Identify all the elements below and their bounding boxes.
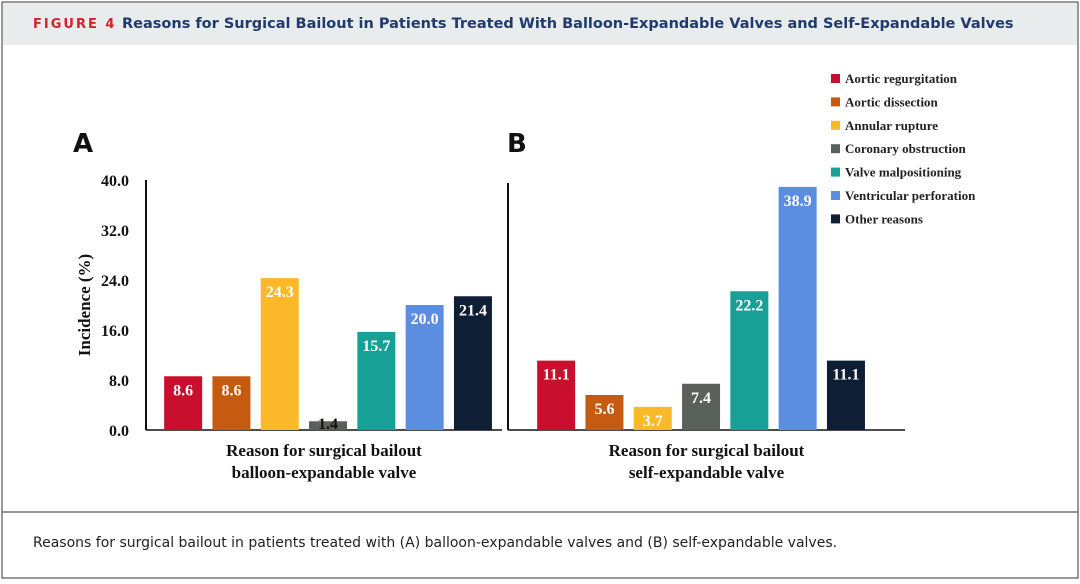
- value-label: 3.7: [643, 413, 663, 430]
- figure-title: Reasons for Surgical Bailout in Patients…: [122, 16, 1014, 32]
- y-tick-label: 8.0: [109, 373, 129, 390]
- legend-label: Valve malpositioning: [845, 165, 962, 180]
- bar: [405, 305, 444, 430]
- value-label: 1.4: [318, 416, 338, 433]
- bar: [212, 376, 251, 430]
- legend-label: Annular rupture: [845, 118, 938, 133]
- bar: [537, 360, 576, 430]
- x-axis-label: Reason for surgical bailout: [226, 441, 422, 460]
- y-tick-label: 32.0: [101, 223, 129, 240]
- value-label: 8.6: [173, 382, 193, 399]
- bar: [309, 421, 348, 430]
- caption: Reasons for surgical bailout in patients…: [33, 535, 837, 551]
- legend-swatch: [831, 214, 840, 224]
- value-label: 15.7: [362, 338, 390, 355]
- y-tick-label: 24.0: [101, 273, 129, 290]
- bar: [164, 376, 203, 430]
- legend-label: Ventricular perforation: [845, 188, 976, 203]
- legend-swatch: [831, 74, 840, 83]
- header-band: [3, 3, 1077, 45]
- value-label: 11.1: [832, 367, 859, 384]
- y-tick-label: 0.0: [109, 423, 129, 440]
- bar: [633, 406, 672, 430]
- x-axis-label: Reason for surgical bailout: [609, 441, 805, 460]
- value-label: 8.6: [221, 382, 241, 399]
- bar: [585, 395, 624, 430]
- legend-swatch: [831, 191, 840, 200]
- bar: [682, 383, 721, 430]
- bar: [826, 360, 865, 430]
- bar: [357, 331, 396, 430]
- bar: [260, 278, 299, 430]
- y-tick-label: 16.0: [101, 323, 129, 340]
- legend-swatch: [831, 167, 840, 177]
- value-label: 24.3: [266, 284, 294, 301]
- value-label: 20.0: [411, 311, 439, 328]
- legend-swatch: [831, 120, 840, 130]
- bar: [453, 296, 492, 430]
- legend-label: Other reasons: [845, 211, 923, 226]
- legend-label: Coronary obstruction: [845, 141, 967, 156]
- legend-label: Aortic dissection: [845, 94, 939, 109]
- value-label: 5.6: [594, 401, 614, 418]
- legend-label: Aortic regurgitation: [845, 71, 958, 86]
- x-axis-label: self-expandable valve: [629, 463, 785, 482]
- legend-swatch: [831, 144, 840, 154]
- legend-swatch: [831, 97, 840, 107]
- value-label: 7.4: [691, 390, 711, 407]
- value-label: 11.1: [543, 367, 570, 384]
- y-tick-label: 40.0: [101, 173, 129, 190]
- value-label: 38.9: [784, 193, 812, 210]
- panel-letter: A: [73, 129, 93, 159]
- bar: [778, 186, 817, 430]
- x-axis-label: balloon-expandable valve: [232, 463, 417, 482]
- panel-letter: B: [507, 129, 527, 159]
- value-label: 22.2: [735, 297, 763, 314]
- figure-label: FIGURE 4: [33, 17, 116, 32]
- y-axis-label: Incidence (%): [75, 254, 94, 356]
- bar: [730, 291, 769, 430]
- value-label: 21.4: [459, 302, 487, 319]
